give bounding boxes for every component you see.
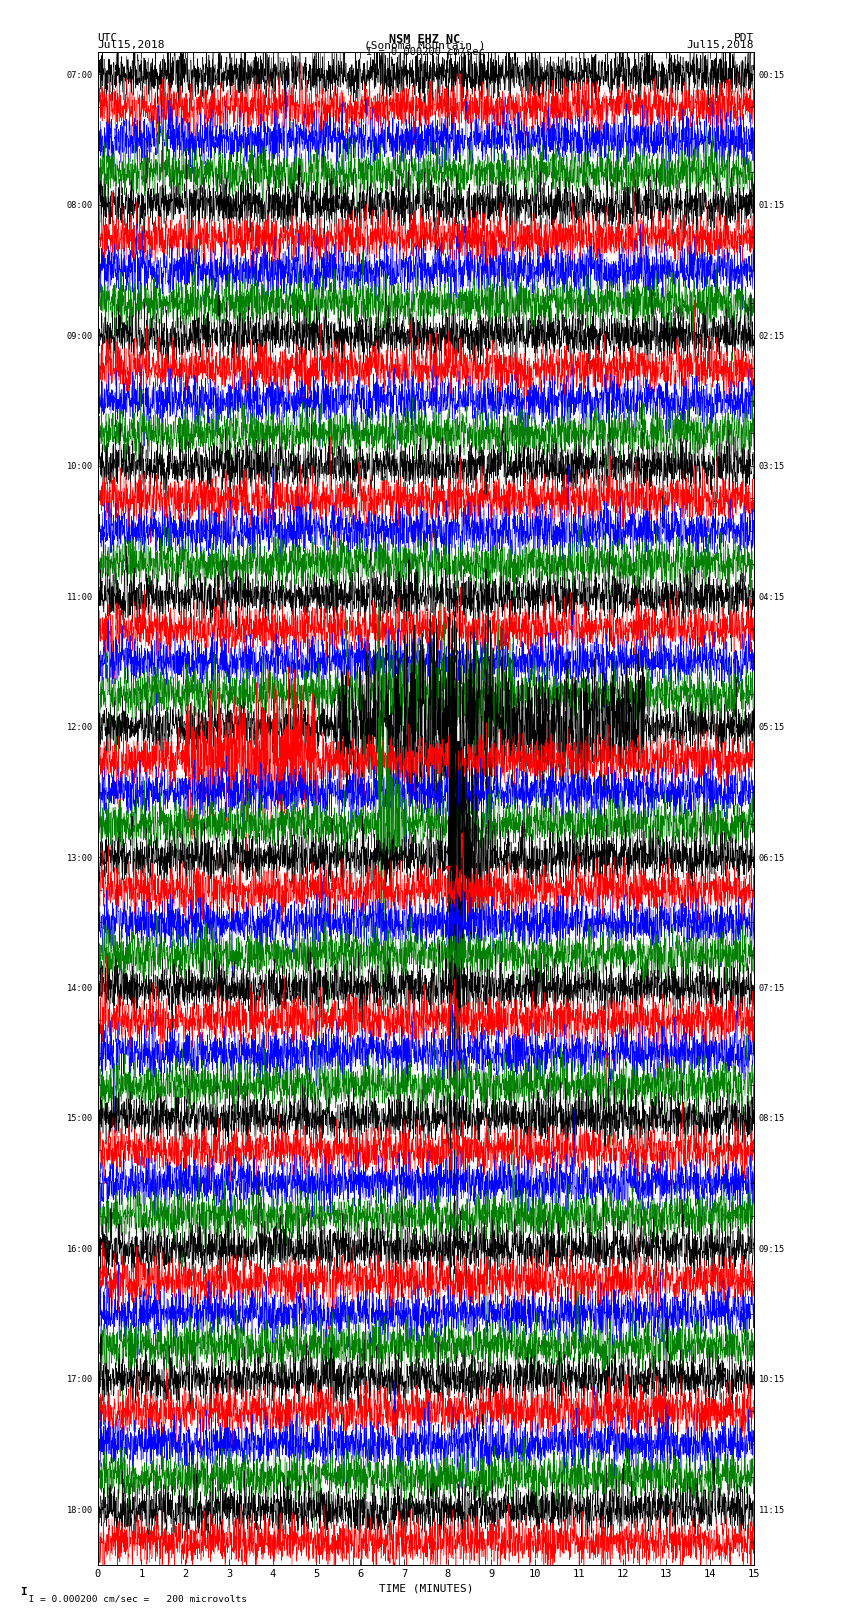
Text: (Sonoma Mountain ): (Sonoma Mountain ) xyxy=(365,40,485,50)
Text: I = 0.000200 cm/sec: I = 0.000200 cm/sec xyxy=(366,47,484,56)
Text: PDT: PDT xyxy=(734,32,754,44)
Text: Jul15,2018: Jul15,2018 xyxy=(687,40,754,50)
Text: I = 0.000200 cm/sec =   200 microvolts: I = 0.000200 cm/sec = 200 microvolts xyxy=(17,1594,247,1603)
Text: I: I xyxy=(20,1587,27,1597)
Text: Jul15,2018: Jul15,2018 xyxy=(98,40,165,50)
X-axis label: TIME (MINUTES): TIME (MINUTES) xyxy=(378,1584,473,1594)
Text: UTC: UTC xyxy=(98,32,118,44)
Text: NSM EHZ NC: NSM EHZ NC xyxy=(389,32,461,47)
